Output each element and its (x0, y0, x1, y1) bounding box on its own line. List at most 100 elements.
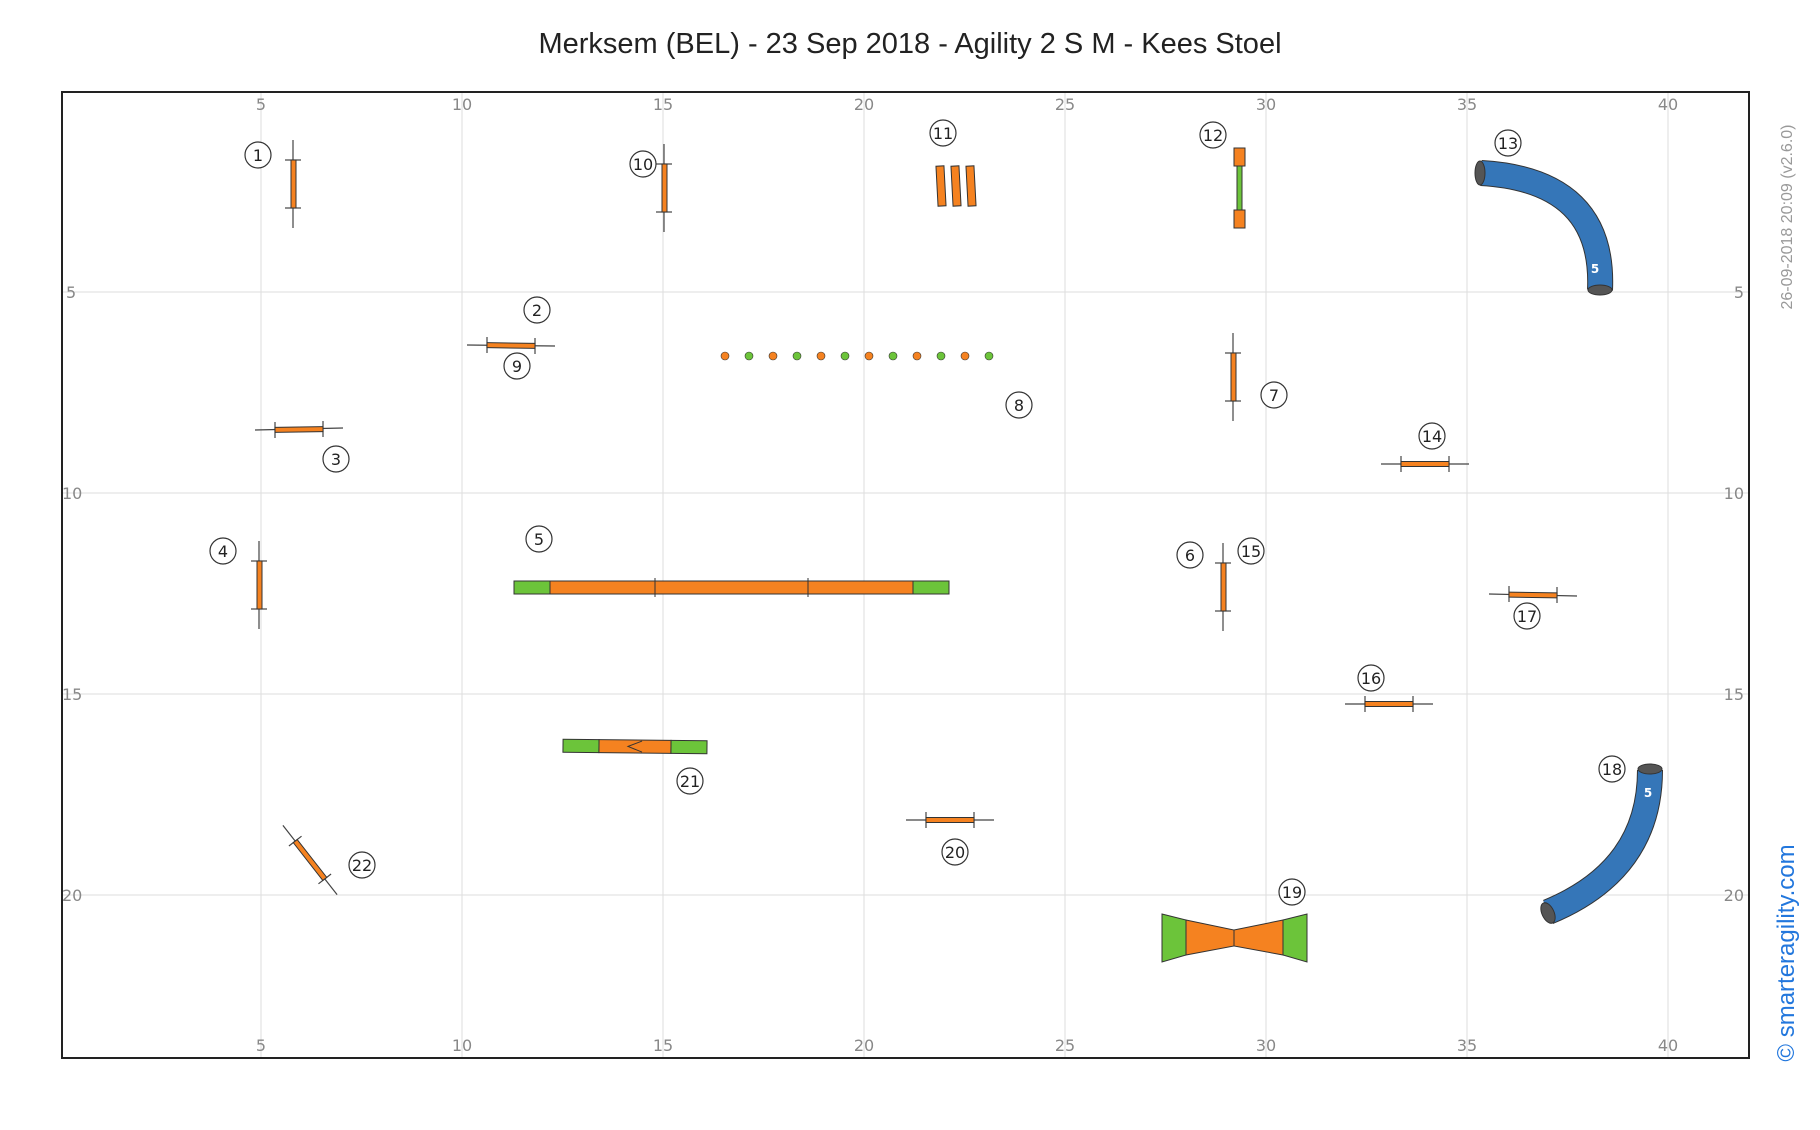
y-tick-labels-left: 5 10 15 20 (62, 283, 82, 905)
number-marker-label: 20 (945, 843, 965, 862)
jump-1 (285, 140, 301, 228)
x-tick-label: 25 (1055, 95, 1075, 114)
number-marker-label: 15 (1241, 542, 1261, 561)
number-marker-label: 4 (218, 542, 228, 561)
x-tick-label: 5 (256, 95, 266, 114)
y-tick-label: 20 (1724, 886, 1744, 905)
number-marker-label: 21 (680, 772, 700, 791)
number-marker-label: 17 (1517, 607, 1537, 626)
x-tick-label: 10 (452, 1036, 472, 1055)
grid (62, 92, 1749, 1058)
brand-text: © smarteragility.com (1773, 843, 1800, 1062)
number-marker-label: 1 (253, 146, 263, 165)
number-marker-4: 4 (209, 537, 237, 565)
tunnel-18: 5 (1540, 763, 1663, 925)
seesaw-21 (562, 738, 708, 755)
x-tick-label: 20 (854, 95, 874, 114)
tire-12 (1233, 147, 1246, 229)
jump-14 (1381, 456, 1469, 472)
number-marker-label: 9 (512, 357, 522, 376)
y-tick-label: 5 (66, 283, 76, 302)
number-marker-label: 19 (1282, 883, 1302, 902)
a-frame-19 (1161, 913, 1308, 963)
number-marker-10: 10 (629, 150, 657, 178)
x-tick-label: 30 (1256, 95, 1276, 114)
y-tick-label: 10 (62, 484, 82, 503)
number-marker-8: 8 (1005, 391, 1033, 419)
number-marker-label: 22 (352, 856, 372, 875)
tunnel-length-label: 5 (1591, 262, 1599, 276)
jump-2-9 (466, 337, 556, 354)
jump-16 (1345, 696, 1433, 712)
timestamp-label: 26-09-2018 20:09 (v2.6.0) (1778, 94, 1798, 339)
jump-20 (906, 812, 994, 828)
course-frame (61, 91, 1750, 1059)
number-marker-13: 13 (1494, 129, 1522, 157)
x-tick-label: 35 (1457, 95, 1477, 114)
y-tick-labels-right: 5 10 15 20 (1724, 283, 1744, 905)
number-marker-22: 22 (348, 851, 376, 879)
number-marker-label: 8 (1014, 396, 1024, 415)
number-marker-3: 3 (322, 445, 350, 473)
wall-11 (935, 165, 977, 207)
number-marker-6: 6 (1176, 541, 1204, 569)
y-tick-label: 15 (1724, 685, 1744, 704)
y-tick-label: 20 (62, 886, 82, 905)
number-marker-21: 21 (676, 767, 704, 795)
number-marker-19: 19 (1278, 878, 1306, 906)
x-tick-label: 5 (256, 1036, 266, 1055)
y-tick-label: 5 (1734, 283, 1744, 302)
jump-3 (254, 421, 344, 438)
number-marker-20: 20 (941, 838, 969, 866)
number-marker-9: 9 (503, 352, 531, 380)
number-marker-label: 10 (633, 155, 653, 174)
timestamp-text: 26-09-2018 20:09 (v2.6.0) (1779, 123, 1796, 310)
number-marker-1: 1 (244, 141, 272, 169)
number-marker-label: 6 (1185, 546, 1195, 565)
x-tick-label: 15 (653, 95, 673, 114)
x-tick-labels-bottom: 5 10 15 20 25 30 35 40 (256, 1036, 1678, 1055)
number-marker-12: 12 (1199, 121, 1227, 149)
number-marker-16: 16 (1357, 664, 1385, 692)
x-tick-labels-top: 5 10 15 20 25 30 35 40 (256, 95, 1678, 114)
number-marker-label: 16 (1361, 669, 1381, 688)
x-tick-label: 35 (1457, 1036, 1477, 1055)
number-marker-17: 17 (1513, 602, 1541, 630)
number-marker-label: 14 (1422, 427, 1442, 446)
number-marker-label: 7 (1269, 386, 1279, 405)
number-marker-14: 14 (1418, 422, 1446, 450)
jump-22 (282, 824, 338, 896)
jump-7 (1225, 333, 1241, 421)
x-tick-label: 40 (1658, 95, 1678, 114)
jump-4 (251, 541, 267, 629)
jump-6-15 (1215, 543, 1231, 631)
tunnel-13: 5 (1474, 160, 1614, 296)
x-tick-label: 40 (1658, 1036, 1678, 1055)
weave-poles-8 (720, 351, 994, 361)
x-tick-label: 15 (653, 1036, 673, 1055)
number-marker-label: 3 (331, 450, 341, 469)
number-marker-2: 2 (523, 296, 551, 324)
x-tick-label: 20 (854, 1036, 874, 1055)
jump-17 (1488, 586, 1578, 603)
x-tick-label: 10 (452, 95, 472, 114)
number-marker-label: 13 (1498, 134, 1518, 153)
number-marker-label: 11 (933, 124, 953, 143)
number-marker-label: 18 (1602, 760, 1622, 779)
number-marker-5: 5 (525, 525, 553, 553)
number-marker-label: 2 (532, 301, 542, 320)
number-marker-11: 11 (929, 119, 957, 147)
y-tick-label: 10 (1724, 484, 1744, 503)
x-tick-label: 30 (1256, 1036, 1276, 1055)
number-marker-15: 15 (1237, 537, 1265, 565)
brand-link[interactable]: © smarteragility.com (1772, 840, 1802, 1065)
number-marker-18: 18 (1598, 755, 1626, 783)
y-tick-label: 15 (62, 685, 82, 704)
number-marker-label: 5 (534, 530, 544, 549)
dogwalk-5 (513, 578, 950, 597)
course-title: Merksem (BEL) - 23 Sep 2018 - Agility 2 … (538, 28, 1282, 60)
number-marker-7: 7 (1260, 381, 1288, 409)
tunnel-length-label: 5 (1644, 786, 1652, 800)
x-tick-label: 25 (1055, 1036, 1075, 1055)
